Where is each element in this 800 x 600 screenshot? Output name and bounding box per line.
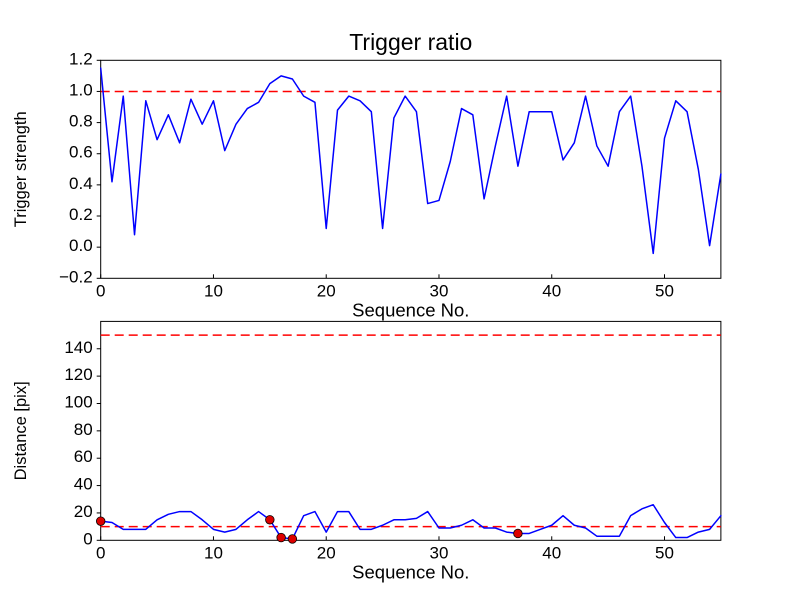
svg-text:40: 40 [542, 281, 561, 300]
svg-text:1.2: 1.2 [69, 49, 93, 68]
svg-text:40: 40 [542, 543, 561, 562]
svg-text:10: 10 [204, 543, 223, 562]
svg-text:20: 20 [317, 281, 336, 300]
svg-text:Sequence No.: Sequence No. [352, 299, 469, 320]
svg-text:30: 30 [430, 543, 449, 562]
svg-text:140: 140 [64, 338, 92, 357]
svg-text:120: 120 [64, 365, 92, 384]
svg-text:20: 20 [317, 543, 336, 562]
svg-text:60: 60 [74, 447, 93, 466]
svg-text:Distance [pix]: Distance [pix] [12, 381, 30, 480]
svg-text:100: 100 [64, 392, 92, 411]
svg-text:40: 40 [74, 475, 93, 494]
svg-text:0.0: 0.0 [69, 236, 93, 255]
svg-text:Trigger strength: Trigger strength [12, 111, 30, 227]
svg-text:0: 0 [96, 281, 105, 300]
svg-text:Sequence No.: Sequence No. [352, 561, 469, 582]
svg-text:50: 50 [655, 281, 674, 300]
svg-text:0.2: 0.2 [69, 205, 93, 224]
svg-text:1.0: 1.0 [69, 80, 93, 99]
svg-text:30: 30 [430, 281, 449, 300]
svg-text:0: 0 [96, 543, 105, 562]
svg-text:Trigger ratio: Trigger ratio [349, 29, 472, 55]
svg-text:0.6: 0.6 [69, 143, 93, 162]
svg-text:20: 20 [74, 502, 93, 521]
svg-text:−0.2: −0.2 [59, 267, 93, 286]
svg-text:10: 10 [204, 281, 223, 300]
svg-text:0.8: 0.8 [69, 112, 93, 131]
svg-text:0: 0 [83, 529, 92, 548]
svg-text:80: 80 [74, 420, 93, 439]
svg-text:50: 50 [655, 543, 674, 562]
svg-text:0.4: 0.4 [69, 174, 93, 193]
